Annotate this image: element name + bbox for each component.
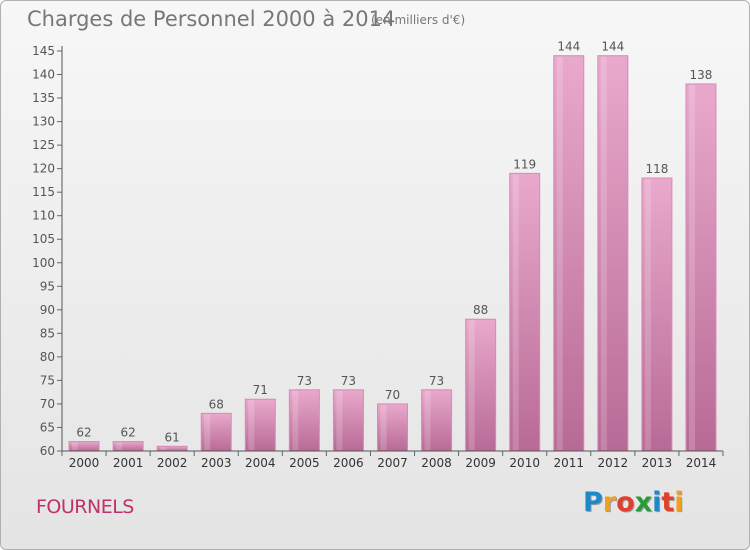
y-tick-label: 95 [40, 279, 55, 293]
data-label: 119 [513, 157, 536, 171]
bar [509, 172, 541, 452]
bar-sheen [688, 84, 695, 451]
x-tick-label: 2003 [201, 456, 232, 470]
bar [288, 389, 320, 452]
data-label: 88 [473, 303, 488, 317]
bar-sheen [292, 390, 299, 450]
y-tick-label: 115 [32, 185, 55, 199]
proxiti-logo: Proxiti [583, 487, 684, 518]
data-label: 138 [690, 68, 713, 82]
bar-sheen [644, 179, 651, 450]
bar [553, 55, 585, 452]
y-tick-label: 60 [40, 444, 55, 458]
bar-sheen [160, 447, 167, 450]
data-label: 61 [165, 430, 180, 444]
logo-letter: t [661, 487, 675, 518]
x-tick-label: 2010 [509, 456, 540, 470]
bar-sheen [512, 174, 519, 450]
y-tick-label: 140 [32, 68, 55, 82]
x-tick-label: 2000 [69, 456, 100, 470]
y-tick-label: 145 [32, 44, 55, 58]
x-tick-label: 2006 [333, 456, 364, 470]
x-tick-label: 2009 [465, 456, 496, 470]
logo-letter: o [616, 487, 635, 518]
data-label: 71 [253, 383, 268, 397]
x-tick-label: 2011 [553, 456, 584, 470]
logo-letter: r [602, 487, 617, 518]
data-label: 62 [120, 426, 135, 440]
logo-letter: P [583, 487, 603, 518]
bar-sheen [116, 442, 123, 450]
x-tick-label: 2007 [377, 456, 408, 470]
y-tick-label: 125 [32, 138, 55, 152]
bar-sheen [380, 404, 387, 450]
bar [465, 318, 497, 452]
bar-sheen [72, 442, 79, 450]
bar-sheen [556, 56, 563, 451]
y-tick-label: 105 [32, 232, 55, 246]
logo-letter: i [674, 487, 684, 518]
y-tick-label: 130 [32, 115, 55, 129]
y-tick-label: 75 [40, 373, 55, 387]
bar-sheen [600, 56, 607, 451]
x-tick-label: 2002 [157, 456, 188, 470]
data-label: 118 [645, 162, 668, 176]
x-tick-label: 2005 [289, 456, 320, 470]
y-tick-label: 120 [32, 162, 55, 176]
bar-sheen [336, 390, 343, 450]
bar [332, 389, 364, 452]
commune-name: FOURNELS [36, 496, 134, 518]
bar-sheen [248, 400, 255, 450]
bar-sheen [468, 320, 475, 450]
data-label: 73 [341, 374, 356, 388]
logo-letter: i [652, 487, 662, 518]
data-label: 70 [385, 388, 400, 402]
y-tick-label: 80 [40, 350, 55, 364]
bar-sheen [204, 414, 211, 450]
x-tick-label: 2013 [642, 456, 673, 470]
chart-title: Charges de Personnel 2000 à 2014 [27, 7, 396, 31]
x-tick-label: 2004 [245, 456, 276, 470]
data-label: 73 [297, 374, 312, 388]
y-tick-label: 90 [40, 303, 55, 317]
bar [641, 177, 673, 452]
data-label: 144 [601, 40, 624, 54]
y-tick-label: 135 [32, 91, 55, 105]
chart-subtitle: (en milliers d'€) [371, 13, 466, 27]
y-tick-label: 110 [32, 209, 55, 223]
data-label: 62 [76, 426, 91, 440]
bar-sheen [424, 390, 431, 450]
data-label: 144 [557, 40, 580, 54]
logo-letter: x [634, 487, 653, 518]
x-tick-label: 2014 [686, 456, 717, 470]
y-tick-label: 85 [40, 326, 55, 340]
x-tick-label: 2001 [113, 456, 144, 470]
y-tick-label: 100 [32, 256, 55, 270]
bar [244, 398, 276, 452]
y-tick-label: 70 [40, 397, 55, 411]
data-label: 73 [429, 374, 444, 388]
y-tick-label: 65 [40, 420, 55, 434]
data-label: 68 [209, 397, 224, 411]
bar [597, 55, 629, 452]
bar [421, 389, 453, 452]
x-tick-label: 2008 [421, 456, 452, 470]
x-tick-label: 2012 [598, 456, 629, 470]
